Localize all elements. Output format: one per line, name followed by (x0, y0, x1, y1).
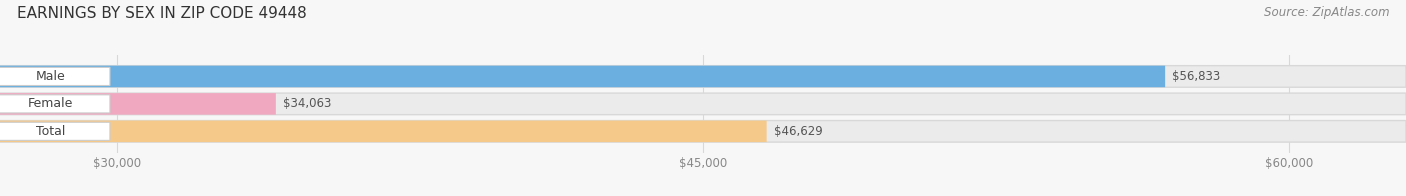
Text: $34,063: $34,063 (283, 97, 332, 110)
FancyBboxPatch shape (0, 121, 1406, 142)
FancyBboxPatch shape (0, 95, 110, 113)
Text: $56,833: $56,833 (1173, 70, 1220, 83)
Text: Male: Male (35, 70, 65, 83)
FancyBboxPatch shape (0, 121, 766, 142)
Text: Total: Total (35, 125, 65, 138)
Text: Source: ZipAtlas.com: Source: ZipAtlas.com (1264, 6, 1389, 19)
Text: EARNINGS BY SEX IN ZIP CODE 49448: EARNINGS BY SEX IN ZIP CODE 49448 (17, 6, 307, 21)
FancyBboxPatch shape (0, 93, 276, 115)
FancyBboxPatch shape (0, 93, 1406, 115)
Text: $46,629: $46,629 (773, 125, 823, 138)
FancyBboxPatch shape (0, 122, 110, 140)
FancyBboxPatch shape (0, 67, 110, 85)
FancyBboxPatch shape (0, 66, 1406, 87)
FancyBboxPatch shape (0, 66, 1166, 87)
Text: Female: Female (28, 97, 73, 110)
